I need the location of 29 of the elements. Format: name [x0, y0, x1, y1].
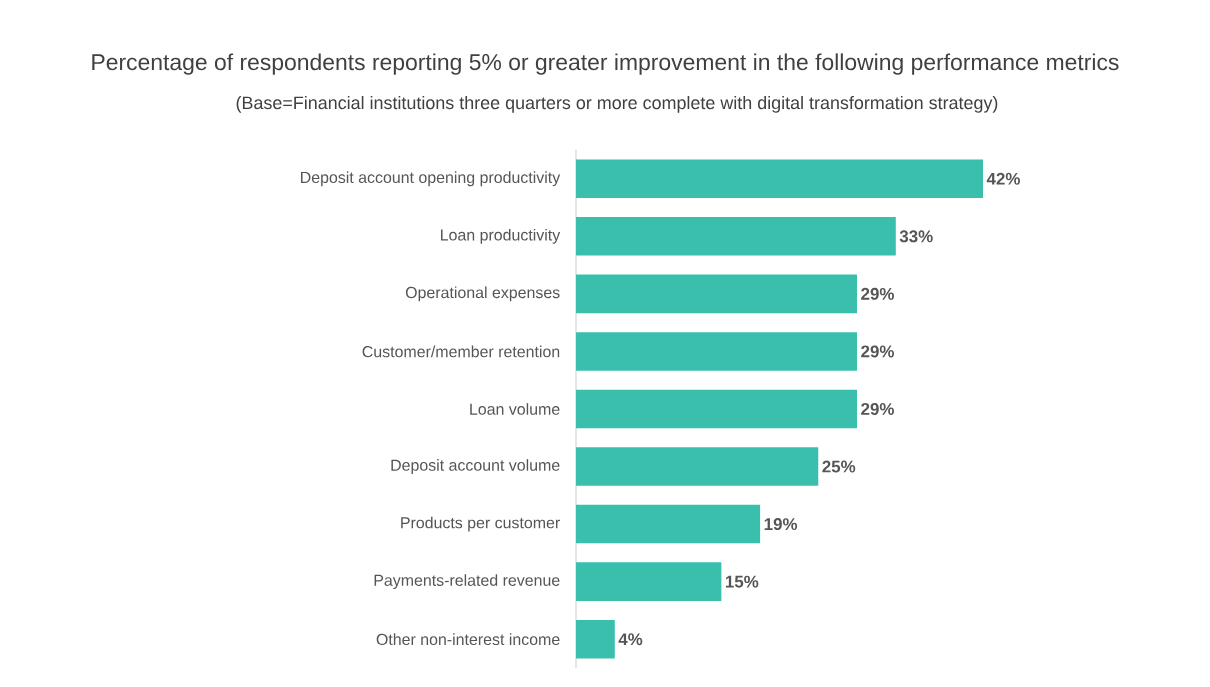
chart-subtitle: (Base=Financial institutions three quarters or more complete with digital transformation strategy): [236, 95, 998, 113]
y-tick-label: Payments-related revenue: [374, 574, 560, 590]
bar: [576, 217, 896, 256]
y-tick-label: Deposit account opening productivity: [301, 171, 561, 187]
y-tick-label: Products per customer: [401, 516, 560, 532]
data-label: 33%: [899, 230, 933, 243]
y-tick-label: Other non-interest income: [376, 633, 560, 646]
y-tick-label: Customer/member retention: [362, 345, 560, 358]
data-label: 25%: [822, 460, 856, 473]
bar: [576, 274, 858, 314]
chart-title: Percentage of respondents reporting 5% or greater improvement in the following performance metrics: [92, 53, 1119, 75]
bar: [576, 332, 858, 371]
bar: [576, 447, 819, 486]
bar: [576, 562, 722, 601]
bar: [576, 619, 615, 659]
bar: [576, 159, 984, 199]
bar: [576, 389, 858, 429]
data-label: 4%: [618, 633, 643, 646]
data-label: 29%: [861, 287, 894, 300]
y-tick-label: Operational expenses: [405, 286, 560, 302]
data-label: 15%: [725, 575, 759, 588]
data-label: 29%: [861, 345, 894, 358]
y-tick-label: Loan volume: [470, 403, 560, 415]
y-tick-label: Loan productivity: [441, 228, 561, 244]
y-tick-label: Deposit account volume: [391, 459, 560, 474]
bar: [576, 504, 761, 544]
data-label: 29%: [861, 402, 894, 415]
data-label: 19%: [764, 518, 798, 531]
data-label: 42%: [986, 172, 1020, 185]
